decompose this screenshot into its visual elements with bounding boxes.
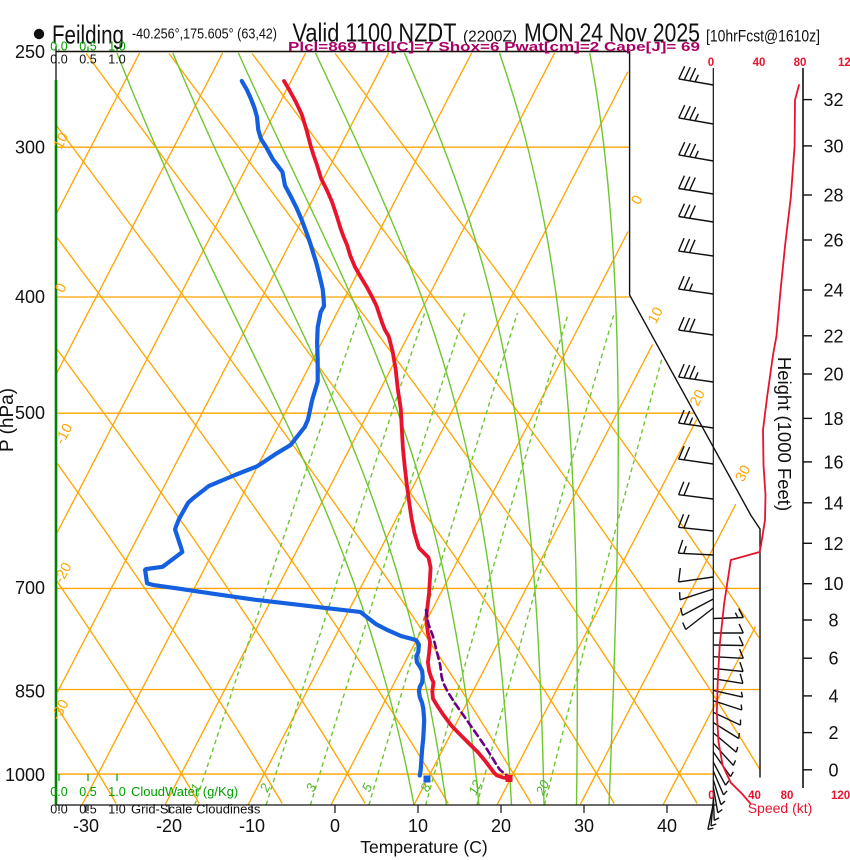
svg-text:120: 120 [831,790,850,802]
svg-text:-10: -10 [239,816,265,836]
svg-text:Plcl=869 Tlcl[C]=7 Shox=6 Pwat: Plcl=869 Tlcl[C]=7 Shox=6 Pwat[cm]=2 Cap… [288,39,700,54]
svg-text:Grid-Scale Cloudiness: Grid-Scale Cloudiness [131,802,261,817]
svg-text:1000: 1000 [5,765,45,785]
svg-text:0.0: 0.0 [50,803,67,817]
svg-text:120: 120 [838,57,850,69]
svg-text:-40.256°,175.605° (63,42): -40.256°,175.605° (63,42) [132,27,277,43]
svg-text:1.0: 1.0 [108,40,125,54]
svg-text:0.0: 0.0 [50,785,67,799]
svg-text:0.5: 0.5 [79,785,96,799]
svg-text:12: 12 [465,777,485,797]
svg-text:80: 80 [781,790,794,802]
svg-text:24: 24 [823,281,843,301]
svg-text:(2200Z): (2200Z) [463,29,517,46]
svg-text:30: 30 [823,136,843,156]
svg-text:8: 8 [828,611,838,631]
svg-text:500: 500 [15,403,45,423]
svg-text:1.0: 1.0 [108,803,125,817]
svg-text:30: 30 [574,816,594,836]
svg-text:0: 0 [708,57,714,69]
svg-text:-20: -20 [156,816,182,836]
svg-text:250: 250 [15,42,45,62]
svg-text:40: 40 [657,816,677,836]
svg-text:MON 24 Nov 2025: MON 24 Nov 2025 [524,18,700,48]
svg-text:Height (1000 Feet): Height (1000 Feet) [774,357,795,511]
svg-text:700: 700 [15,578,45,598]
svg-text:1.0: 1.0 [108,785,125,799]
svg-text:0.0: 0.0 [50,40,67,54]
svg-text:20: 20 [687,387,709,409]
svg-text:26: 26 [823,231,843,251]
svg-text:20: 20 [491,816,511,836]
svg-text:-30: -30 [73,816,99,836]
svg-text:1.0: 1.0 [108,53,125,67]
svg-text:0: 0 [708,790,714,802]
svg-text:16: 16 [823,452,843,472]
svg-text:Valid 1100 NZDT: Valid 1100 NZDT [293,18,457,48]
svg-text:0.5: 0.5 [79,40,96,54]
svg-text:0.5: 0.5 [79,53,96,67]
svg-text:10: 10 [51,130,73,152]
svg-text:0.5: 0.5 [79,803,96,817]
svg-text:Temperature (C): Temperature (C) [360,837,487,857]
svg-text:32: 32 [823,90,843,110]
svg-text:10: 10 [408,816,428,836]
svg-text:Speed (kt): Speed (kt) [748,800,813,816]
svg-text:850: 850 [15,682,45,702]
svg-text:6: 6 [828,649,838,669]
svg-text:28: 28 [823,186,843,206]
svg-text:10: 10 [645,305,667,327]
svg-text:18: 18 [823,409,843,429]
svg-text:80: 80 [794,57,807,69]
svg-text:Feilding: Feilding [52,20,124,50]
svg-text:22: 22 [823,326,843,346]
svg-text:10: 10 [823,574,843,594]
svg-text:0: 0 [330,816,340,836]
svg-text:P (hPa): P (hPa) [0,388,18,452]
svg-text:300: 300 [15,138,45,158]
svg-text:0: 0 [828,760,838,780]
svg-text:400: 400 [15,287,45,307]
svg-text:4: 4 [828,686,838,706]
svg-text:14: 14 [823,493,843,513]
svg-text:40: 40 [753,57,766,69]
svg-text:CloudWater (g/Kg): CloudWater (g/Kg) [131,784,238,799]
svg-text:40: 40 [748,790,761,802]
svg-text:30: 30 [733,463,755,485]
svg-text:20: 20 [532,777,552,798]
svg-text:[10hrFcst@1610z]: [10hrFcst@1610z] [706,27,820,46]
svg-text:0.0: 0.0 [50,53,67,67]
svg-text:20: 20 [823,365,843,385]
svg-text:12: 12 [823,534,843,554]
svg-text:2: 2 [828,723,838,743]
